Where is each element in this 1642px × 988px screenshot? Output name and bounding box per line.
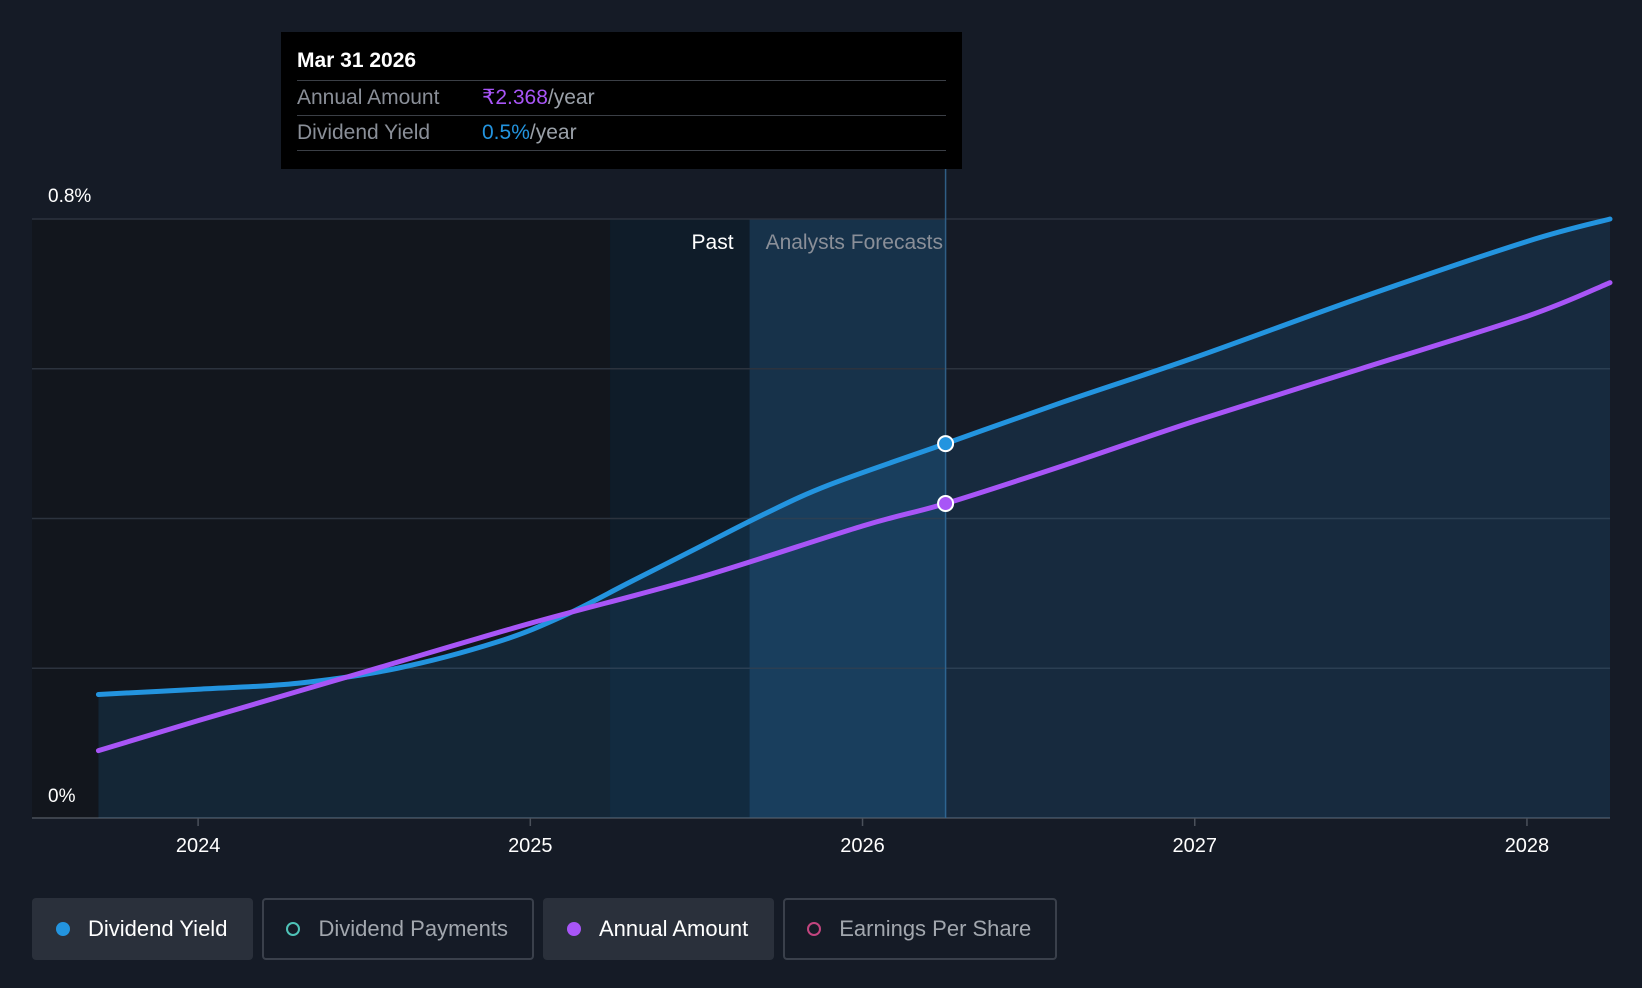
tooltip-label: Annual Amount	[297, 86, 440, 109]
tooltip-date: Mar 31 2026	[297, 46, 946, 81]
x-tick-label: 2026	[840, 835, 885, 857]
tooltip-row-annual-amount: Annual Amount ₹2.368 /year	[297, 81, 946, 116]
forecast-region-label: Analysts Forecasts	[766, 231, 943, 254]
y-tick-label: 0%	[48, 786, 76, 807]
legend-label: Dividend Yield	[88, 916, 228, 941]
legend-label: Dividend Payments	[318, 916, 508, 941]
x-tick-label: 2028	[1505, 835, 1550, 857]
legend-dot-icon	[566, 922, 581, 936]
x-tick-label: 2027	[1172, 835, 1217, 857]
chart-legend: Dividend Yield Dividend Payments Annual …	[32, 898, 1058, 960]
chart-plot: 0.8% 0% 2024 2025 2026 2027 2028 Past Analysts F…	[32, 168, 1613, 857]
legend-label: Annual Amount	[598, 916, 749, 941]
x-tick-label: 2024	[176, 835, 221, 857]
annual-amount-line	[95, 280, 1613, 754]
past-region-label: Past	[692, 231, 734, 254]
tooltip-label: Dividend Yield	[297, 121, 431, 144]
legend-ring-icon	[807, 922, 822, 936]
legend-toggle-dividend-yield[interactable]: Dividend Yield	[32, 898, 254, 960]
dividend-yield-area	[98, 219, 1610, 818]
tooltip-value: 0.5%	[482, 121, 530, 144]
legend-toggle-dividend-payments[interactable]: Dividend Payments	[262, 898, 534, 960]
tooltip-unit: /year	[529, 121, 577, 144]
legend-toggle-earnings-per-share[interactable]: Earnings Per Share	[783, 898, 1058, 960]
legend-ring-icon	[286, 922, 301, 936]
tooltip-unit: /year	[547, 86, 595, 109]
dividend-yield-marker	[937, 435, 955, 453]
y-tick-label: 0.8%	[48, 186, 91, 207]
tooltip-row-dividend-yield: Dividend Yield 0.5% /year	[297, 116, 946, 151]
legend-label: Earnings Per Share	[839, 916, 1032, 941]
hover-tooltip: Mar 31 2026 Annual Amount ₹2.368 /year D…	[281, 32, 962, 169]
legend-toggle-annual-amount[interactable]: Annual Amount	[542, 898, 775, 960]
x-tick-label: 2025	[508, 835, 553, 857]
tooltip-value: ₹2.368	[482, 86, 548, 109]
legend-dot-icon	[56, 922, 70, 936]
annual-amount-marker	[937, 495, 955, 513]
